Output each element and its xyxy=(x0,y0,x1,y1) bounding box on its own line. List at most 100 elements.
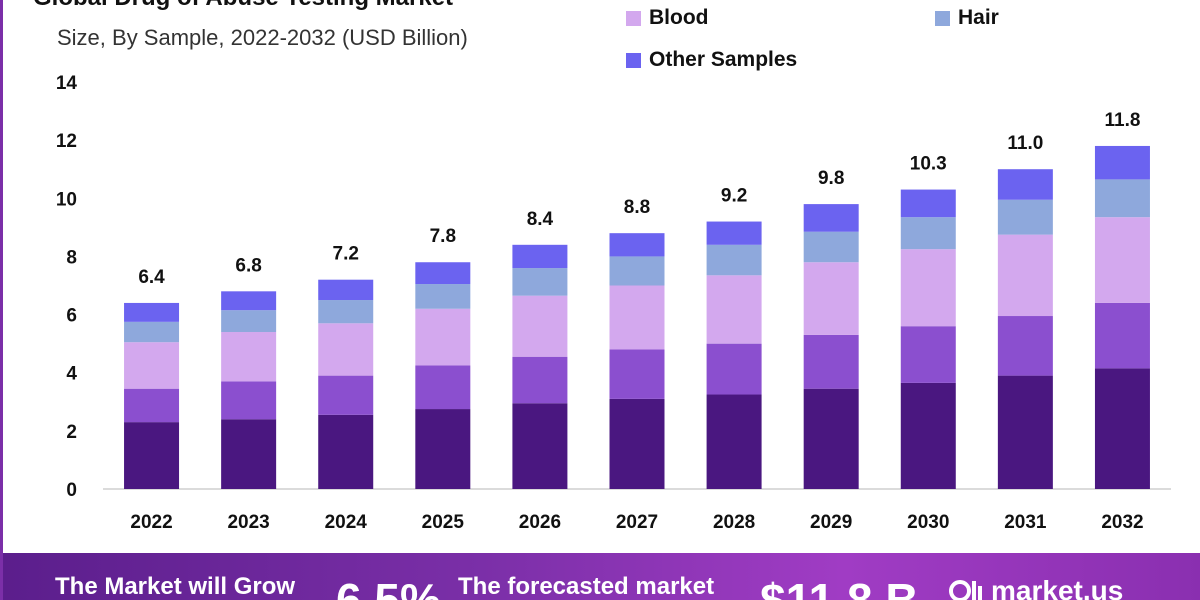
bar-segment-2022-s3 xyxy=(124,321,180,343)
bar-segment-2026-s0 xyxy=(512,403,568,489)
chart-title: Global Drug of Abuse Testing Market xyxy=(33,0,453,12)
legend-label-blood: Blood xyxy=(649,6,709,29)
bar-segment-2032-s3 xyxy=(1094,179,1150,218)
y-tick-label: 0 xyxy=(66,480,77,501)
x-tick-label-2023: 2023 xyxy=(227,512,269,533)
y-tick-label: 10 xyxy=(56,189,77,210)
legend-swatch-blood xyxy=(626,10,641,26)
bar-segment-2031-s0 xyxy=(997,375,1053,489)
bar-segment-2029-s3 xyxy=(803,231,859,263)
x-tick-label-2031: 2031 xyxy=(1004,512,1047,533)
bar-segment-2027-s4 xyxy=(609,233,665,257)
bar-segment-2031-s3 xyxy=(997,199,1053,235)
bar-segment-2025-s1 xyxy=(415,365,471,410)
footer-forecast-text: The forecasted market xyxy=(458,573,715,600)
bar-segment-2025-s4 xyxy=(415,262,471,285)
bar-segment-2023-s0 xyxy=(221,419,277,489)
legend-item-other-samples: Other Samples xyxy=(626,48,797,72)
bar-segment-2028-s1 xyxy=(706,343,762,395)
bar-segment-2025-s0 xyxy=(415,409,471,489)
bar-segment-2032-s2 xyxy=(1094,217,1150,303)
bar-segment-2022-s4 xyxy=(124,302,180,322)
bar-segment-2031-s2 xyxy=(997,234,1053,317)
legend-label-other-samples: Other Samples xyxy=(649,48,798,71)
bar-segment-2025-s3 xyxy=(415,284,471,309)
y-tick-label: 2 xyxy=(66,422,77,443)
footer-logo: market.us xyxy=(949,575,1123,600)
bar-segment-2029-s4 xyxy=(803,204,859,232)
legend-item-blood: Blood xyxy=(626,6,708,30)
bar-segment-2024-s1 xyxy=(318,375,374,415)
bar-segment-2026-s3 xyxy=(512,268,568,296)
bar-segment-2028-s4 xyxy=(706,221,762,245)
legend-swatch-other-samples xyxy=(626,52,641,68)
footer-market-value: $11.8 B xyxy=(760,574,919,600)
bar-segment-2024-s4 xyxy=(318,279,374,301)
bar-segment-2026-s2 xyxy=(512,295,568,357)
total-label-2030: 10.3 xyxy=(910,154,947,175)
x-tick-label-2030: 2030 xyxy=(907,512,949,533)
total-label-2023: 6.8 xyxy=(235,255,261,276)
bar-segment-2029-s0 xyxy=(803,388,859,489)
footer-cagr: 6.5% xyxy=(336,574,441,600)
bar-segment-2028-s3 xyxy=(706,244,762,276)
bar-segment-2028-s0 xyxy=(706,394,762,489)
bar-segment-2022-s0 xyxy=(124,422,180,489)
footer-logo-text: market.us xyxy=(991,575,1124,600)
footer-grow-text: The Market will Grow xyxy=(55,573,296,600)
bar-segment-2030-s3 xyxy=(900,217,956,250)
legend-label-hair: Hair xyxy=(958,6,999,29)
bar-segment-2031-s4 xyxy=(997,169,1053,200)
total-label-2026: 8.4 xyxy=(527,209,554,230)
x-tick-label-2029: 2029 xyxy=(810,512,852,533)
bar-segment-2030-s0 xyxy=(900,382,956,489)
y-tick-label: 14 xyxy=(56,73,78,94)
chart-subtitle: Size, By Sample, 2022-2032 (USD Billion) xyxy=(57,25,468,50)
market-us-logo-icon xyxy=(949,580,982,600)
bar-segment-2029-s2 xyxy=(803,262,859,335)
bar-segment-2032-s0 xyxy=(1094,368,1150,489)
total-label-2025: 7.8 xyxy=(430,226,456,247)
legend-swatch-hair xyxy=(935,10,950,26)
total-label-2024: 7.2 xyxy=(333,244,359,265)
legend-item-hair: Hair xyxy=(935,6,999,30)
bar-segment-2027-s1 xyxy=(609,349,665,399)
bar-segment-2022-s2 xyxy=(124,342,180,389)
bar-segment-2024-s0 xyxy=(318,414,374,489)
bar-segment-2030-s2 xyxy=(900,249,956,327)
stacked-bar-chart: 0 2 4 6 8 10 12 14 6.4 2022 6.8 2023 7.2 2024 7.8 2025 8… xyxy=(56,73,1171,533)
bar-segment-2027-s3 xyxy=(609,256,665,286)
bar-segment-2023-s3 xyxy=(221,310,277,333)
bar-segment-2027-s0 xyxy=(609,398,665,489)
bar-segment-2029-s1 xyxy=(803,334,859,389)
bar-segment-2025-s2 xyxy=(415,308,471,366)
bar-segment-2022-s1 xyxy=(124,388,180,423)
total-label-2031: 11.0 xyxy=(1007,133,1043,154)
x-tick-label-2025: 2025 xyxy=(422,512,465,533)
bar-segment-2032-s4 xyxy=(1094,145,1150,180)
bar-segment-2031-s1 xyxy=(997,316,1053,376)
x-tick-label-2032: 2032 xyxy=(1101,512,1143,533)
x-tick-label-2024: 2024 xyxy=(325,512,368,533)
x-tick-label-2027: 2027 xyxy=(616,512,658,533)
bar-segment-2023-s4 xyxy=(221,291,277,311)
total-label-2029: 9.8 xyxy=(818,168,844,189)
footer-banner: The Market will Grow 6.5% The forecasted… xyxy=(3,553,1200,600)
total-label-2028: 9.2 xyxy=(721,186,747,207)
y-tick-label: 4 xyxy=(66,364,77,385)
total-label-2027: 8.8 xyxy=(624,197,650,218)
bar-segment-2024-s3 xyxy=(318,300,374,324)
bar-segment-2030-s4 xyxy=(900,189,956,218)
y-tick-label: 6 xyxy=(66,306,77,327)
x-tick-label-2026: 2026 xyxy=(519,512,561,533)
x-tick-label-2028: 2028 xyxy=(713,512,755,533)
bar-segment-2028-s2 xyxy=(706,275,762,344)
y-tick-label: 12 xyxy=(56,131,77,152)
bar-segment-2027-s2 xyxy=(609,285,665,350)
bar-segment-2030-s1 xyxy=(900,326,956,383)
bar-segment-2023-s2 xyxy=(221,332,277,382)
bar-segment-2024-s2 xyxy=(318,323,374,376)
bar-segment-2032-s1 xyxy=(1094,302,1150,369)
bar-segment-2026-s4 xyxy=(512,244,568,269)
y-tick-label: 8 xyxy=(66,247,77,268)
